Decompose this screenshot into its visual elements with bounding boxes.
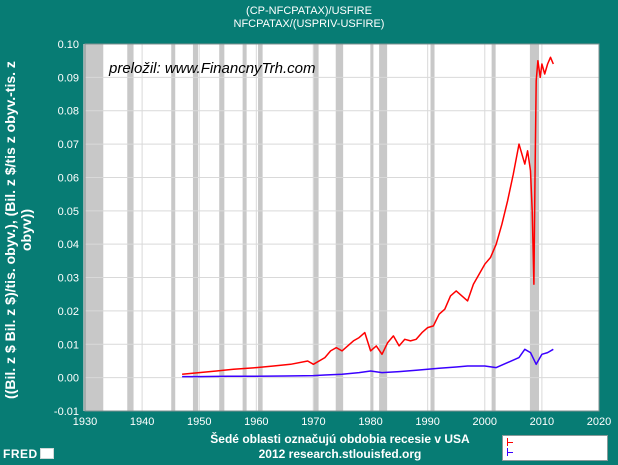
x-tick-label-4: 1970 (301, 416, 325, 428)
recession-band-3 (192, 44, 199, 411)
x-tick-label-9: 2020 (587, 416, 611, 428)
y-tick-label-9: 0.08 (58, 106, 79, 118)
x-tick-label-0: 1930 (73, 416, 97, 428)
x-axis-label-source: 2012 research.stlouisfed.org (258, 447, 422, 461)
legend-entry-series2 (507, 448, 603, 458)
x-tick-label-6: 1990 (415, 416, 439, 428)
fred-logo-text: FRED (3, 447, 38, 461)
y-tick-label-2: 0.01 (58, 339, 79, 351)
y-tick-label-8: 0.07 (58, 139, 79, 151)
chart-title-line1: (CP-NFCPATAX)/USFIRE (246, 5, 372, 17)
y-tick-label-1: 0.00 (58, 373, 79, 385)
x-tick-label-8: 2010 (530, 416, 554, 428)
recession-band-11 (430, 44, 435, 411)
recession-band-10 (379, 44, 388, 411)
recession-band-0 (83, 44, 104, 411)
y-axis-label: ((Bil. z $ Bil. z $)/tis. obyv.), (Bil. … (2, 61, 34, 399)
plot-border (84, 43, 600, 412)
recession-band-6 (258, 44, 263, 411)
recession-band-1 (127, 44, 134, 411)
recession-band-12 (491, 44, 496, 411)
y-tick-label-11: 0.10 (58, 39, 79, 51)
fred-logo: FRED (3, 447, 54, 461)
recession-band-4 (219, 44, 225, 411)
recession-band-8 (335, 44, 344, 411)
x-axis-label-recession-note: Šedé oblasti označujú obdobia recesie v … (210, 432, 470, 446)
fred-logo-mini-chart-icon (39, 448, 54, 459)
y-tick-label-10: 0.09 (58, 72, 79, 84)
chart-title-line2: NFCPATAX/(USPRIV-USFIRE) (233, 18, 385, 30)
x-tick-label-7: 2000 (473, 416, 497, 428)
y-tick-label-6: 0.05 (58, 206, 79, 218)
x-tick-label-2: 1950 (187, 416, 211, 428)
recession-band-7 (312, 44, 319, 411)
recession-band-9 (370, 44, 374, 411)
watermark-text: preložil: www.FinancnyTrh.com (108, 60, 315, 77)
y-tick-label-0: -0.01 (54, 406, 79, 418)
y-tick-label-5: 0.04 (58, 239, 79, 251)
x-tick-label-3: 1960 (244, 416, 268, 428)
series-line-1 (182, 56, 554, 376)
legend-entry-series1 (507, 438, 603, 448)
recession-band-5 (242, 44, 247, 411)
series-line-2 (182, 348, 554, 378)
legend (502, 435, 608, 461)
y-tick-label-3: 0.02 (58, 306, 79, 318)
x-tick-label-1: 1940 (130, 416, 154, 428)
legend-swatch-series2 (507, 448, 513, 456)
y-tick-label-7: 0.06 (58, 172, 79, 184)
recession-band-2 (171, 44, 176, 411)
legend-swatch-series1 (507, 438, 513, 446)
y-tick-label-4: 0.03 (58, 273, 79, 285)
x-tick-label-5: 1980 (358, 416, 382, 428)
